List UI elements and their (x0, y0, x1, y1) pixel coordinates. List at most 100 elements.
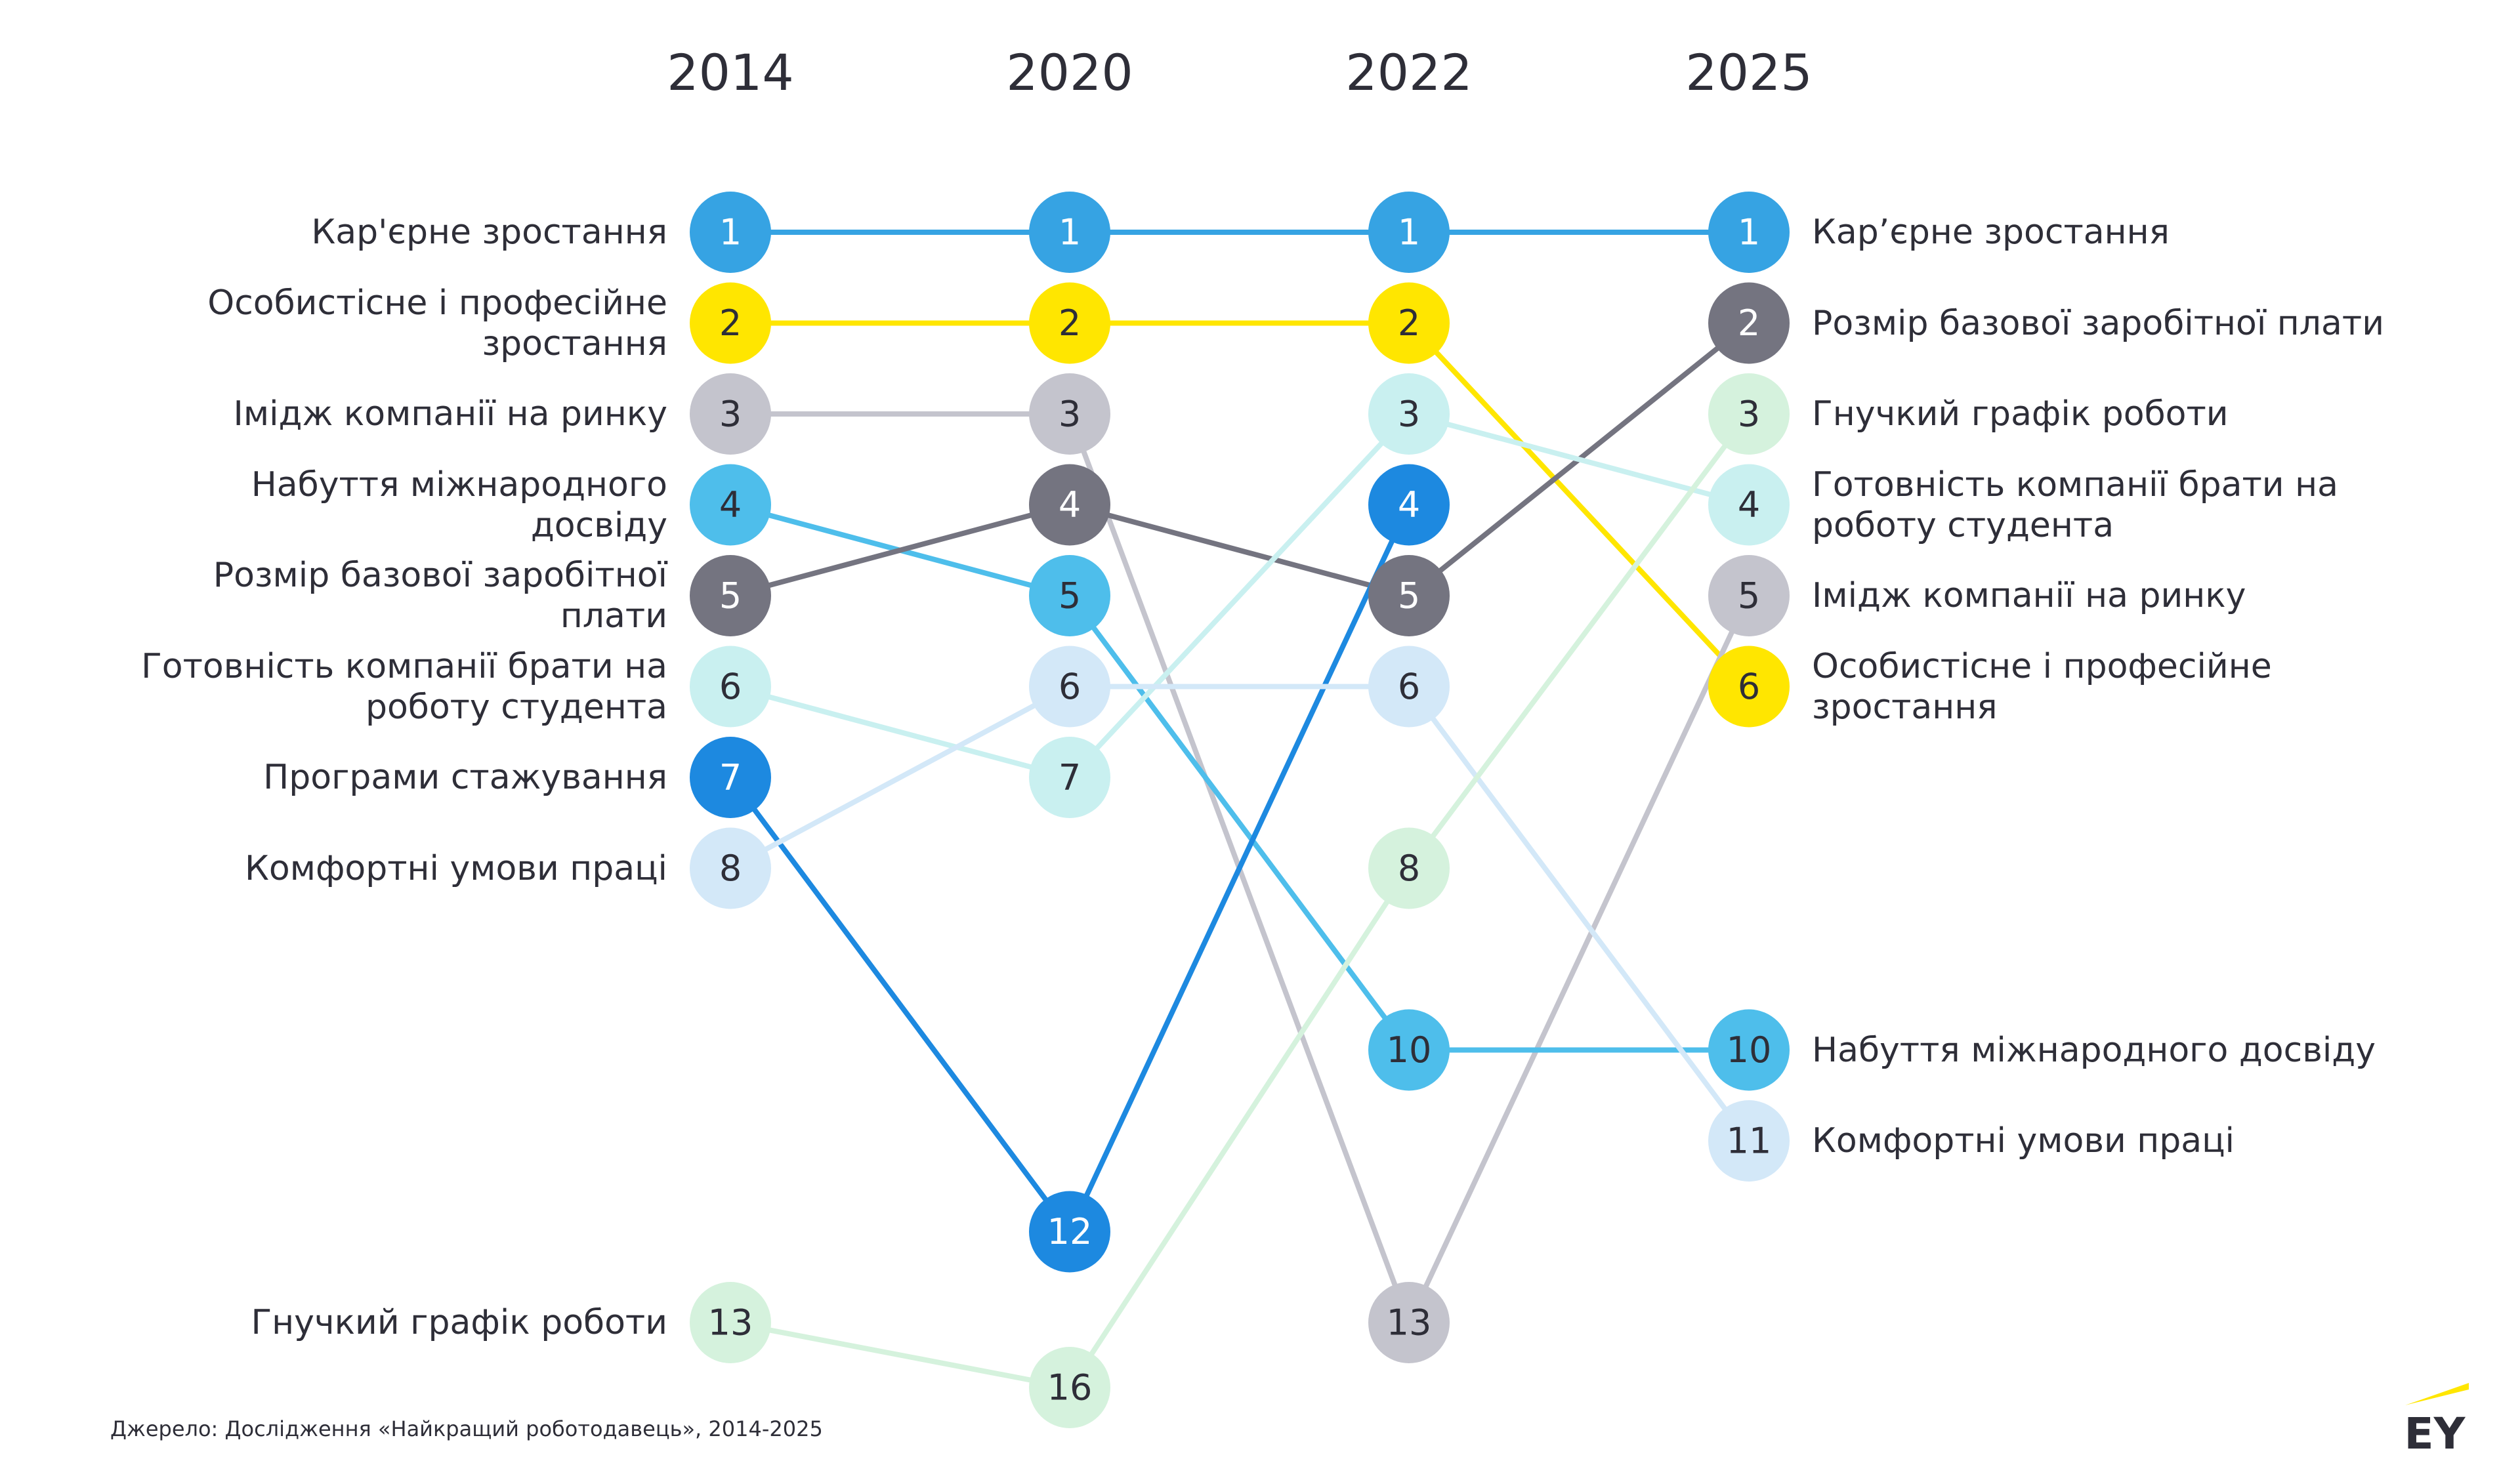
rank-number: 3 (1059, 394, 1081, 435)
rank-dot (1708, 282, 1790, 364)
rank-number: 10 (1727, 1029, 1772, 1071)
logo-mark (2405, 1383, 2469, 1405)
rank-line (729, 502, 1749, 1053)
rank-line (729, 321, 1751, 599)
rank-dot (690, 192, 771, 273)
rank-dot (1029, 282, 1110, 364)
left-label: Готовність компанії брати на роботу студ… (141, 646, 667, 727)
source: Джерело: Дослідження «Найкращий роботода… (110, 1416, 823, 1441)
rank-dot (1708, 1100, 1790, 1182)
rank-number: 4 (1398, 484, 1420, 525)
left-label: Набуття міжнародного досвіду (251, 464, 667, 545)
rank-number: 10 (1387, 1029, 1432, 1071)
rank-dot (1708, 1009, 1790, 1091)
left-label: Комфортні умови праці (244, 848, 667, 888)
rank-dot (1029, 646, 1110, 728)
rank-number: 5 (719, 575, 742, 617)
rank-dot (1029, 737, 1110, 818)
rank-number: 4 (1738, 484, 1760, 525)
rank-number: 7 (719, 757, 742, 798)
lines (728, 230, 1752, 1391)
rank-number: 4 (719, 484, 742, 525)
right-label: Набуття міжнародного досвіду (1812, 1030, 2376, 1070)
rank-dot (690, 1282, 771, 1363)
rank-dot (1029, 373, 1110, 455)
rank-line (729, 411, 1750, 781)
right-label: Імідж компанії на ринку (1812, 576, 2246, 615)
right-label: Кар’єрне зростання (1812, 213, 2170, 252)
year-label: 2025 (1685, 43, 1812, 102)
rank-line (730, 412, 1752, 1391)
logo: EY (2404, 1409, 2466, 1459)
rank-dot (1368, 192, 1450, 273)
rank-number: 5 (1398, 575, 1420, 617)
rank-dot (1029, 192, 1110, 273)
rank-number: 7 (1059, 757, 1081, 798)
rank-dot (690, 555, 771, 636)
rank-dot (1368, 1009, 1450, 1091)
rank-dot (690, 737, 771, 818)
rank-number: 8 (1398, 848, 1420, 889)
rank-number: 1 (1738, 212, 1760, 253)
rank-number: 2 (1398, 302, 1420, 344)
rank-number: 6 (1398, 666, 1420, 707)
rank-number: 1 (1398, 212, 1420, 253)
rank-number: 5 (1738, 575, 1760, 617)
rank-dot (1368, 1282, 1450, 1363)
right-label: Розмір базової заробітної плати (1812, 303, 2384, 343)
rank-dot (1368, 827, 1450, 909)
left-label: Програми стажування (263, 758, 667, 797)
rank-dot (1029, 1347, 1110, 1428)
rank-number: 16 (1047, 1367, 1093, 1409)
left-label: Імідж компанії на ринку (233, 394, 667, 434)
rank-dot (1368, 464, 1450, 546)
rank-dot (690, 282, 771, 364)
right-label: Гнучкий графік роботи (1812, 394, 2229, 434)
rank-dot (1368, 646, 1450, 728)
rank-number: 1 (1059, 212, 1081, 253)
rank-number: 3 (1398, 394, 1420, 435)
rank-number: 2 (1059, 302, 1081, 344)
year-label: 2020 (1006, 43, 1133, 102)
rank-dot (1708, 646, 1790, 728)
rank-dot (1708, 464, 1790, 546)
rank-dot (690, 646, 771, 728)
rank-dot (690, 827, 771, 909)
left-label: Кар'єрне зростання (311, 213, 667, 252)
rank-line (729, 684, 1752, 1143)
rank-number: 5 (1059, 575, 1081, 617)
rank-number: 4 (1059, 484, 1081, 525)
left-label: Особистісне і професійне зростання (207, 283, 667, 363)
rank-number: 1 (719, 212, 742, 253)
year-label: 2022 (1345, 43, 1472, 102)
left-label: Гнучкий графік роботи (251, 1303, 667, 1342)
rank-dot (1029, 464, 1110, 546)
rank-number: 6 (1738, 666, 1760, 707)
year-label: 2014 (667, 43, 793, 102)
rank-number: 3 (1738, 394, 1760, 435)
rank-number: 13 (1387, 1302, 1432, 1344)
right-label: Готовність компанії брати на роботу студ… (1812, 464, 2338, 545)
rank-number: 13 (708, 1302, 753, 1344)
rank-number: 8 (719, 848, 742, 889)
rank-line (730, 320, 1751, 689)
rank-dot (1029, 1191, 1110, 1273)
rank-dot (1708, 555, 1790, 636)
rank-number: 6 (1059, 666, 1081, 707)
rank-number: 3 (719, 394, 742, 435)
rank-dot (1708, 373, 1790, 455)
rank-dot (1368, 555, 1450, 636)
rank-dot (1708, 192, 1790, 273)
rank-dot (690, 464, 771, 546)
rank-number: 6 (719, 666, 742, 707)
rank-number: 2 (719, 302, 742, 344)
rank-number: 2 (1738, 302, 1760, 344)
rank-number: 11 (1727, 1121, 1772, 1162)
rank-number: 12 (1047, 1211, 1093, 1252)
rank-dot (1368, 282, 1450, 364)
rank-dot (690, 373, 771, 455)
rank-dot (1368, 373, 1450, 455)
